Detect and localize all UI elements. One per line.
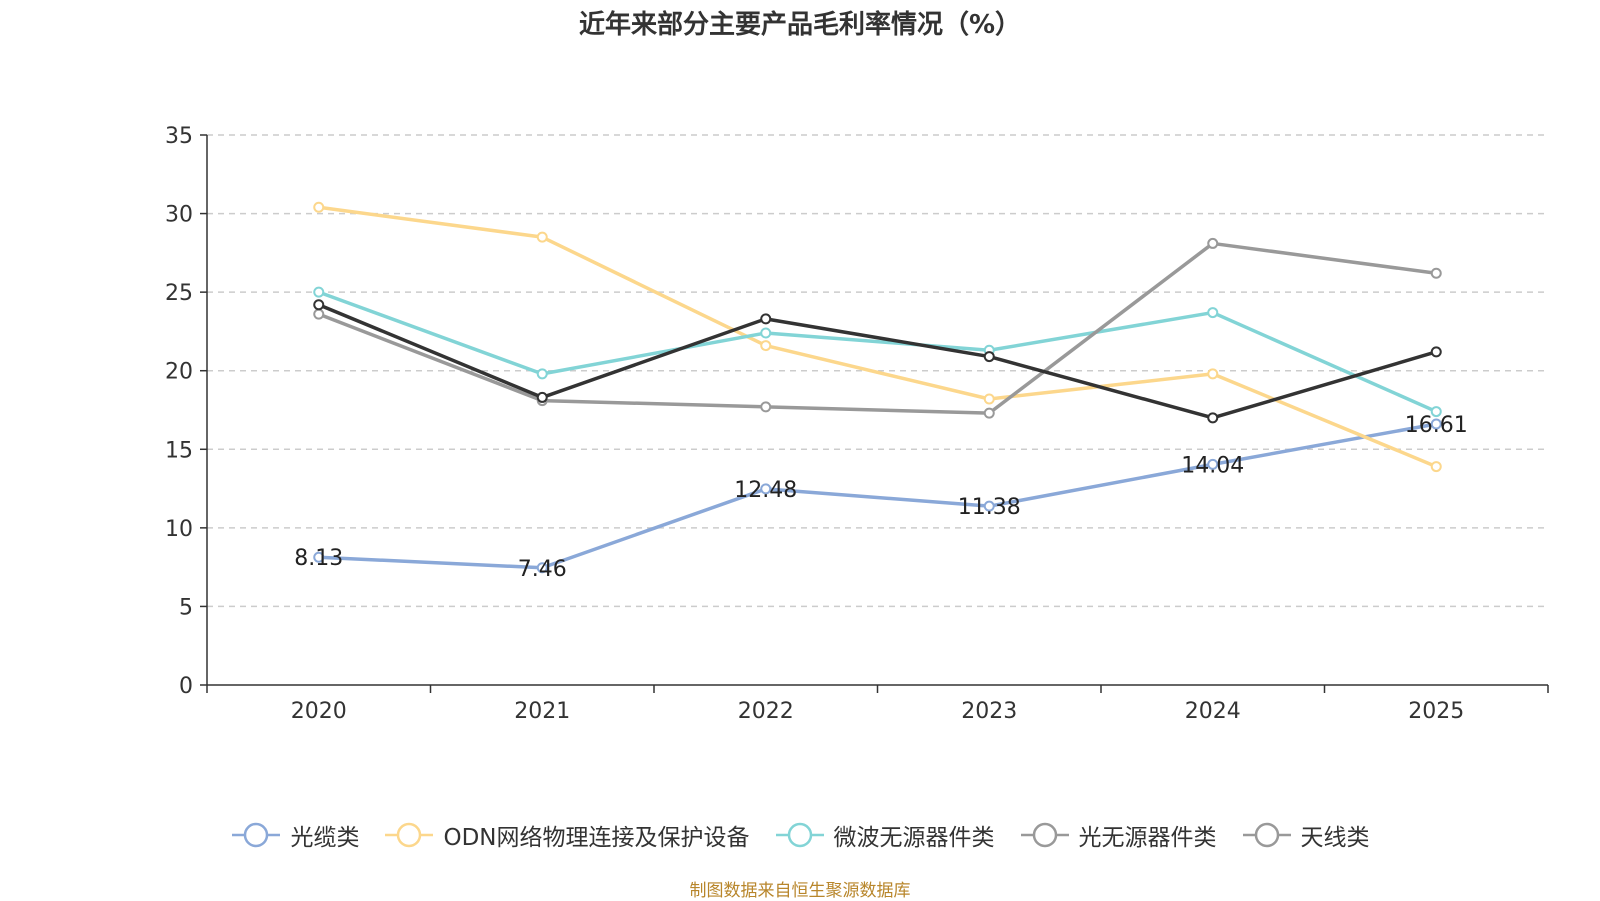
series-line [318, 422, 1437, 570]
x-tick-label: 2024 [1185, 699, 1241, 724]
legend-label: 光缆类 [290, 825, 360, 851]
data-label: 8.13 [294, 546, 343, 571]
chart-title: 近年来部分主要产品毛利率情况（%） [578, 10, 1022, 40]
legend-marker-icon [1020, 822, 1069, 848]
y-tick-label: 20 [165, 360, 193, 385]
series-line [318, 205, 1437, 469]
data-label: 14.04 [1181, 453, 1244, 478]
data-point [760, 401, 772, 413]
legend-item[interactable]: ODN网络物理连接及保护设备 [383, 818, 750, 852]
legend-marker-icon [232, 822, 281, 848]
data-label: 16.61 [1405, 413, 1468, 438]
data-point [1207, 412, 1219, 424]
data-point [313, 308, 325, 320]
data-point [536, 368, 548, 380]
y-tick-label: 0 [179, 674, 193, 699]
legend: 光缆类 ODN网络物理连接及保护设备 微波无源器件类 光无源器件类 天线类 [0, 818, 1600, 852]
legend-item[interactable]: 光缆类 [230, 818, 359, 852]
data-point [1430, 418, 1442, 430]
series-line [318, 241, 1437, 415]
data-point [313, 299, 325, 311]
data-point [983, 500, 995, 512]
legend-label: 天线类 [1300, 825, 1370, 851]
legend-label: 光无源器件类 [1078, 825, 1217, 851]
x-tick-label: 2022 [738, 699, 794, 724]
y-tick-label: 25 [165, 281, 193, 306]
legend-item[interactable]: 微波无源器件类 [774, 818, 995, 852]
data-point [760, 327, 772, 339]
y-tick-label: 35 [165, 124, 193, 149]
y-tick-label: 30 [165, 203, 193, 228]
series-line [318, 303, 1437, 420]
x-tick-label: 2023 [961, 699, 1017, 724]
data-point [536, 562, 548, 574]
data-point [1430, 267, 1442, 279]
data-point [313, 551, 325, 563]
data-point [1207, 237, 1219, 249]
data-point [536, 391, 548, 403]
legend-label: ODN网络物理连接及保护设备 [443, 825, 750, 851]
legend-marker-icon [385, 822, 434, 848]
y-tick-label: 10 [165, 517, 193, 542]
data-point [536, 231, 548, 243]
data-point [1207, 458, 1219, 470]
data-label: 7.46 [518, 557, 567, 582]
data-point [983, 393, 995, 405]
series-line [318, 290, 1437, 414]
data-point [1430, 346, 1442, 358]
x-tick-label: 2020 [291, 699, 347, 724]
data-point [1430, 461, 1442, 473]
legend-label: 微波无源器件类 [833, 825, 995, 851]
data-source-note: 制图数据来自恒生聚源数据库 [689, 881, 911, 901]
x-tick-label: 2021 [514, 699, 570, 724]
data-point [313, 201, 325, 213]
legend-item[interactable]: 天线类 [1241, 818, 1370, 852]
x-tick-label: 2025 [1408, 699, 1464, 724]
y-tick-label: 15 [165, 438, 193, 463]
data-label: 12.48 [734, 478, 797, 503]
y-tick-label: 5 [179, 595, 193, 620]
data-point [1207, 307, 1219, 319]
legend-marker-icon [775, 822, 824, 848]
data-point [760, 340, 772, 352]
legend-item[interactable]: 光无源器件类 [1019, 818, 1217, 852]
data-point [760, 313, 772, 325]
data-point [1207, 368, 1219, 380]
data-point [983, 407, 995, 419]
data-point [760, 483, 772, 495]
data-point [313, 286, 325, 298]
data-point [983, 351, 995, 363]
data-point [1430, 406, 1442, 418]
legend-marker-icon [1242, 822, 1291, 848]
data-label: 11.38 [958, 495, 1021, 520]
